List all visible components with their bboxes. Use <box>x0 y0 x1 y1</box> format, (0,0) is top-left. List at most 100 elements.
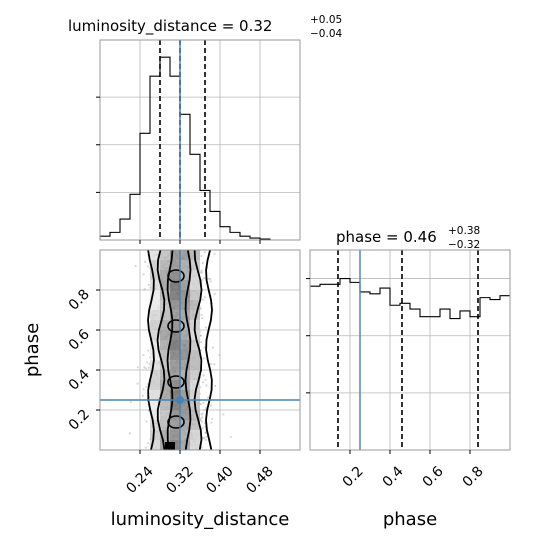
luminosity-distance-histogram-panel: luminosity_distance = 0.32 +0.05 −0.04 <box>68 14 342 244</box>
phase-title: phase = 0.46 <box>336 228 437 246</box>
density-cell <box>160 330 170 340</box>
sample-point <box>200 271 203 274</box>
sample-point <box>147 283 150 287</box>
sample-point <box>143 366 146 369</box>
density-cell <box>190 280 200 290</box>
density-cell <box>190 260 200 270</box>
sample-point <box>146 265 150 268</box>
density-cell <box>190 380 200 390</box>
sample-point <box>214 384 217 388</box>
sample-point <box>212 346 215 349</box>
joint-truth-marker <box>176 396 184 404</box>
density-cell <box>180 320 190 330</box>
sample-point <box>199 341 202 344</box>
sample-point <box>199 334 202 337</box>
sample-point <box>142 353 145 357</box>
density-cell <box>180 400 190 410</box>
density-cell <box>160 320 170 330</box>
sample-point <box>200 269 203 272</box>
sample-point <box>199 403 202 406</box>
sample-point <box>201 381 205 384</box>
sample-point <box>203 251 206 254</box>
density-cell <box>170 390 180 400</box>
density-cell <box>180 260 190 270</box>
sample-point <box>201 261 204 265</box>
joint-y-tick-label: 0.6 <box>66 326 93 353</box>
density-cell <box>160 260 170 270</box>
sample-point <box>204 378 207 382</box>
x-axis-label-luminosity-distance: luminosity_distance <box>111 509 290 530</box>
sample-point <box>200 446 203 449</box>
density-cell <box>190 440 200 450</box>
sample-point <box>141 394 144 397</box>
density-cell <box>170 430 180 440</box>
sample-point <box>200 413 203 416</box>
sample-point <box>204 326 208 329</box>
density-cell <box>180 390 190 400</box>
density-cell <box>150 430 160 440</box>
phase-x-tick-label: 0.6 <box>420 463 447 490</box>
sample-point <box>142 388 145 391</box>
sample-point <box>136 382 139 385</box>
ld-hist-y-ticks <box>96 96 100 193</box>
phase-x-tick-label: 0.4 <box>380 463 407 490</box>
density-cell <box>150 390 160 400</box>
density-cell <box>170 340 180 350</box>
density-cell <box>150 320 160 330</box>
density-cell <box>160 380 170 390</box>
ld-title-minus: −0.04 <box>310 28 342 40</box>
sample-point <box>147 349 150 352</box>
density-cell <box>170 330 180 340</box>
sample-point <box>201 427 204 430</box>
joint-x-ticks: 0.24 0.32 0.40 0.48 <box>123 450 277 497</box>
ld-hist-x-ticks <box>139 240 261 244</box>
density-cell <box>170 410 180 420</box>
density-cell <box>150 370 160 380</box>
sample-point <box>203 346 206 349</box>
contour-blob <box>167 415 185 429</box>
density-cell <box>170 300 180 310</box>
density-cell <box>160 390 170 400</box>
density-cell <box>150 340 160 350</box>
density-cell <box>150 360 160 370</box>
sample-point <box>206 396 209 399</box>
phase-title-plus: +0.38 <box>448 225 480 237</box>
sample-point <box>213 363 216 366</box>
density-cell <box>150 420 160 430</box>
phase-hist-y-ticks <box>306 278 310 394</box>
sample-point <box>146 442 150 445</box>
joint-y-tick-label: 0.2 <box>66 407 93 434</box>
phase-quantile-lines <box>337 250 479 450</box>
density-cell <box>170 320 180 330</box>
sample-point <box>213 252 216 255</box>
phase-x-ticks: 0.2 0.4 0.6 0.8 <box>340 450 487 490</box>
density-cell <box>150 280 160 290</box>
density-cell <box>180 250 190 260</box>
density-cell <box>150 260 160 270</box>
density-cell <box>160 280 170 290</box>
sample-point <box>145 420 148 423</box>
sample-point <box>199 307 202 311</box>
density-cell <box>190 340 200 350</box>
density-cell <box>160 270 170 280</box>
sample-point <box>207 277 210 280</box>
sample-point <box>209 363 213 366</box>
joint-y-tick-label: 0.8 <box>66 287 93 314</box>
density-cell <box>150 250 160 260</box>
sample-point <box>202 401 205 405</box>
density-cell <box>170 380 180 390</box>
contour-line <box>184 250 192 450</box>
contour-line <box>147 250 155 450</box>
sample-point <box>199 417 202 420</box>
contour-line <box>193 250 203 450</box>
phase-histogram-panel: 0.2 0.4 0.6 0.8 phase = 0.46 +0.38 −0.32 ph… <box>306 225 511 530</box>
sample-point <box>200 254 203 258</box>
density-cell <box>180 340 190 350</box>
density-cell <box>170 350 180 360</box>
sample-point <box>205 384 208 387</box>
density-heatmap <box>150 250 200 450</box>
sample-point <box>202 357 205 360</box>
phase-x-tick-label: 0.8 <box>460 463 487 490</box>
sample-point <box>143 260 147 263</box>
